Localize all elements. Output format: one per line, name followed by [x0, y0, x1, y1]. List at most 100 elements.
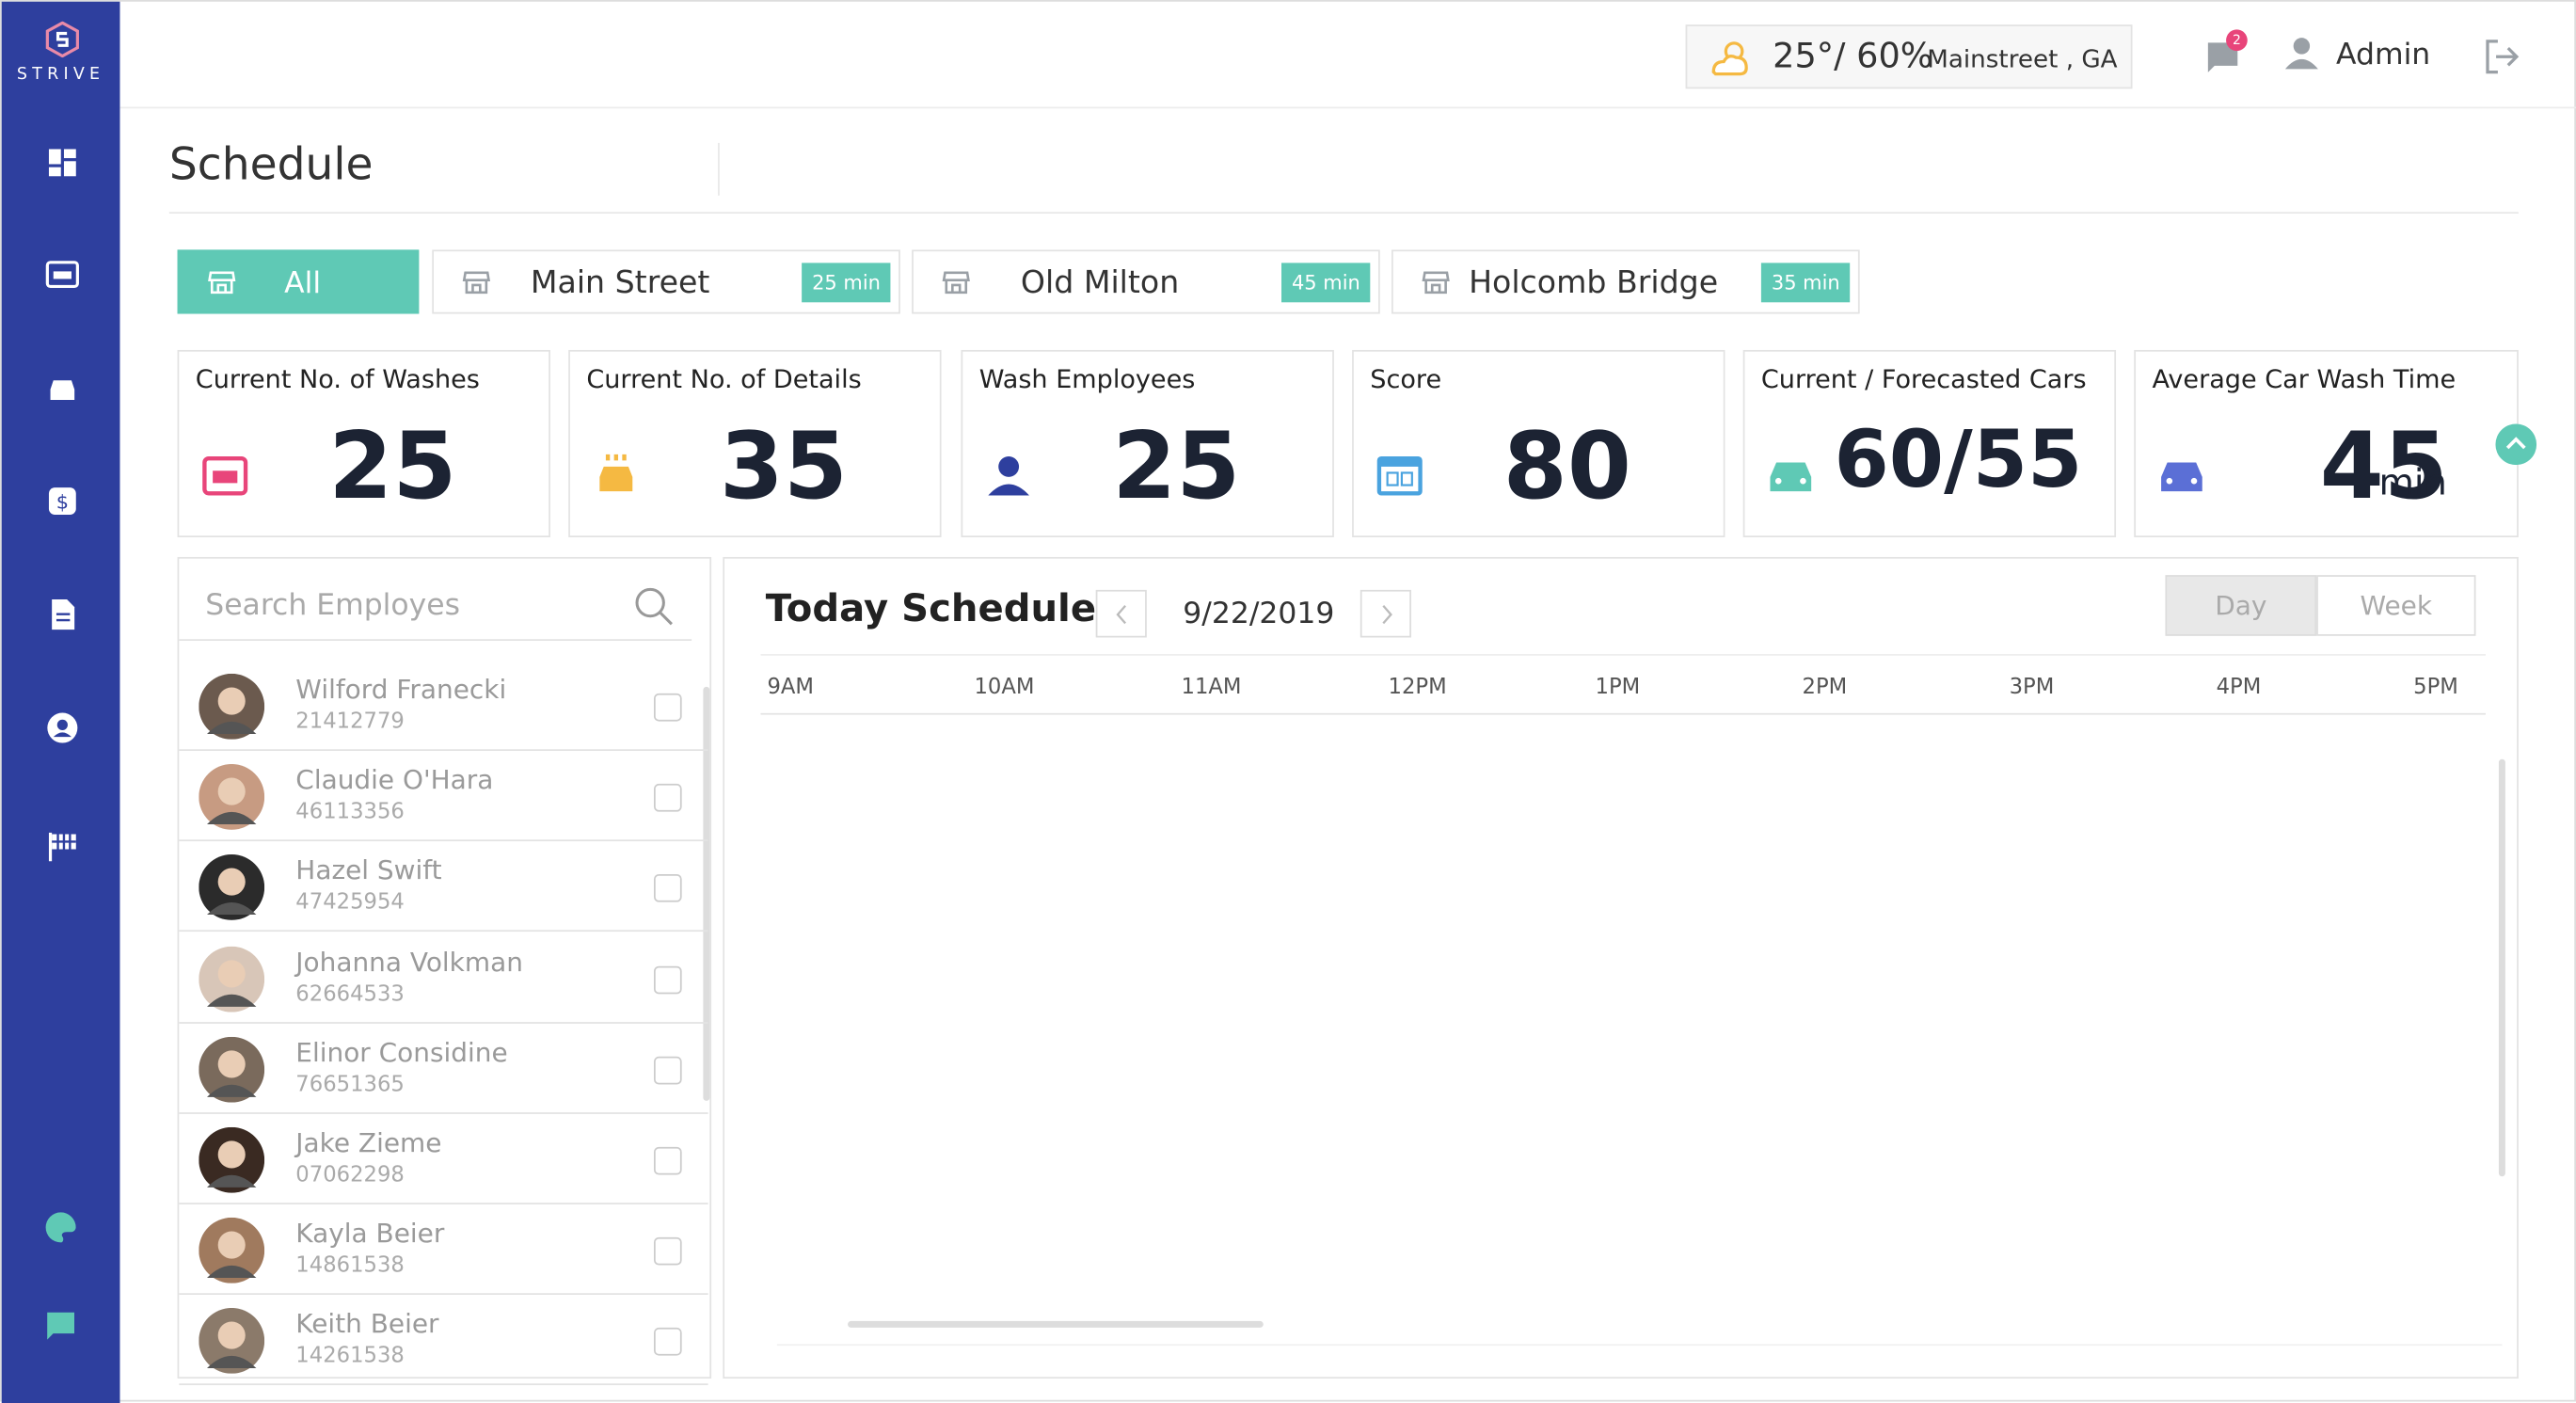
stat-icon-glyph	[988, 455, 1029, 496]
schedule-date: 9/22/2019	[1183, 596, 1335, 631]
nav-icon[interactable]	[42, 1209, 78, 1245]
employee-checkbox[interactable]	[653, 874, 682, 903]
employee-id: 62664533	[295, 981, 405, 1007]
nav-icon-glyph	[45, 1212, 76, 1243]
employee-name: Wilford Franecki	[295, 673, 507, 706]
employee-id: 46113356	[295, 800, 405, 825]
stat-card: Average Car Wash Time 45 min	[2134, 349, 2519, 537]
employee-checkbox[interactable]	[653, 965, 682, 994]
view-toggle[interactable]: Day	[2165, 575, 2317, 636]
search-input[interactable]: Search Employes	[205, 588, 460, 623]
nav-icon[interactable]	[44, 145, 80, 181]
employee-checkbox[interactable]	[653, 1146, 682, 1175]
search-icon[interactable]	[632, 585, 675, 628]
stat-icon	[1766, 450, 1815, 499]
hour-label: 9AM	[767, 675, 815, 700]
employee-row[interactable]: Kayla Beier 14861538	[179, 1204, 708, 1296]
hour-label: 5PM	[2413, 675, 2458, 700]
employee-row[interactable]: Wilford Franecki 21412779	[179, 661, 708, 751]
employee-id: 14261538	[295, 1345, 405, 1370]
stat-icon	[2157, 450, 2206, 499]
avatar-glyph	[199, 673, 265, 740]
scrollbar	[703, 686, 710, 1101]
v-scrollbar	[2498, 758, 2505, 1177]
user-icon-glyph	[2284, 38, 2318, 70]
nav-icon[interactable]	[44, 597, 80, 632]
nav-icon[interactable]	[44, 256, 80, 292]
avatar-glyph	[199, 764, 265, 831]
stat-value: 35	[719, 414, 848, 521]
employee-name: Kayla Beier	[295, 1218, 445, 1250]
collapse-button-glyph	[2495, 423, 2537, 466]
employee-row[interactable]: Keith Beier 14261538	[179, 1296, 708, 1386]
employee-checkbox[interactable]	[653, 784, 682, 812]
employee-row[interactable]: Johanna Volkman 62664533	[179, 933, 708, 1024]
stat-unit: min	[2378, 463, 2447, 505]
avatar	[199, 946, 265, 1012]
employee-id: 07062298	[295, 1163, 405, 1188]
tab-label: All	[284, 265, 322, 301]
employee-row[interactable]: Claudie O'Hara 46113356	[179, 751, 708, 842]
nav-button[interactable]	[1095, 589, 1147, 638]
avatar	[199, 1126, 265, 1193]
nav-icon-glyph	[50, 380, 75, 401]
avatar	[199, 673, 265, 740]
stat-icon-glyph	[599, 454, 633, 492]
user-name[interactable]: Admin	[2336, 38, 2431, 72]
stat-icon	[1375, 450, 1424, 499]
stat-value: 45	[2319, 414, 2448, 521]
nav-icon[interactable]	[44, 828, 80, 864]
employee-name: Jake Zieme	[295, 1126, 442, 1159]
employee-checkbox[interactable]	[653, 693, 682, 722]
chevron	[1374, 601, 1400, 628]
nav-icon[interactable]	[42, 1308, 78, 1344]
stat-icon-glyph	[1770, 462, 1812, 492]
employee-name: Elinor Considine	[295, 1036, 508, 1068]
weather-icon-glyph	[1711, 41, 1748, 76]
nav-icon[interactable]	[44, 372, 80, 407]
location-tab[interactable]: Old Milton 45 min	[912, 249, 1380, 314]
logout[interactable]	[2481, 36, 2522, 77]
chevron-glyph	[1116, 604, 1127, 625]
nav-button[interactable]	[1360, 589, 1411, 638]
nav-icon[interactable]: $	[44, 483, 80, 518]
avatar	[199, 1218, 265, 1284]
collapse-button[interactable]	[2495, 423, 2537, 466]
avatar-glyph	[199, 1126, 265, 1193]
stat-icon	[592, 450, 641, 499]
page-title: Schedule	[168, 139, 374, 191]
employee-row[interactable]: Elinor Considine 76651365	[179, 1024, 708, 1114]
employee-checkbox[interactable]	[653, 1056, 682, 1085]
employee-id: 21412779	[295, 709, 405, 735]
nav-icon[interactable]	[44, 709, 80, 745]
stat-card: Wash Employees 25	[961, 349, 1334, 537]
location-tab[interactable]: Main Street 25 min	[432, 249, 900, 314]
store-icon-glyph	[462, 271, 491, 295]
notifications[interactable]	[2203, 38, 2243, 77]
store-icon	[1420, 268, 1453, 297]
hour-label: 4PM	[2216, 675, 2262, 700]
nav-icon-glyph	[47, 1312, 75, 1340]
employee-row[interactable]: Hazel Swift 47425954	[179, 842, 708, 933]
employee-checkbox[interactable]	[653, 1328, 682, 1357]
employee-panel: Search Employes Wilford Franecki 21412779 C…	[177, 556, 712, 1386]
employee-id: 76651365	[295, 1072, 405, 1098]
hour-label: 2PM	[1802, 675, 1848, 700]
avatar	[199, 764, 265, 831]
bottom-rule	[776, 1344, 2503, 1347]
schedule-panel: Today Schedule 9/22/2019 Day Week 9AM 10AM 11A…	[723, 556, 2519, 1379]
user-icon	[2282, 33, 2321, 72]
stat-card: Current / Forecasted Cars 60/55	[1742, 349, 2117, 537]
view-toggle[interactable]: Week	[2316, 575, 2476, 636]
logout-glyph	[2486, 40, 2520, 74]
chevron-glyph	[1382, 604, 1392, 625]
hours-rule	[760, 712, 2486, 715]
location-tab[interactable]: Holcomb Bridge 35 min	[1391, 249, 1860, 314]
employee-checkbox[interactable]	[653, 1237, 682, 1266]
avatar-glyph	[199, 1218, 265, 1284]
employee-row[interactable]: Jake Zieme 07062298	[179, 1114, 708, 1204]
stat-icon-glyph	[1376, 455, 1423, 496]
weather-location: Mainstreet , GA	[1927, 44, 2118, 74]
location-tab[interactable]: All	[177, 249, 420, 314]
